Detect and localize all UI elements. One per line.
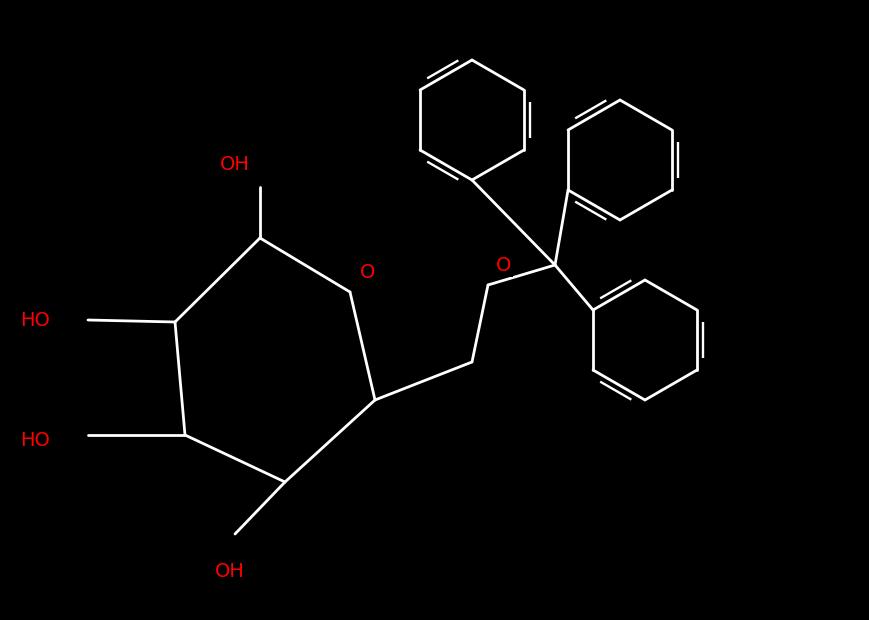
Text: OH: OH xyxy=(220,156,250,174)
Text: O: O xyxy=(360,263,375,282)
Text: OH: OH xyxy=(215,562,245,581)
Text: O: O xyxy=(496,256,511,275)
Text: HO: HO xyxy=(20,311,50,329)
Text: HO: HO xyxy=(20,430,50,450)
